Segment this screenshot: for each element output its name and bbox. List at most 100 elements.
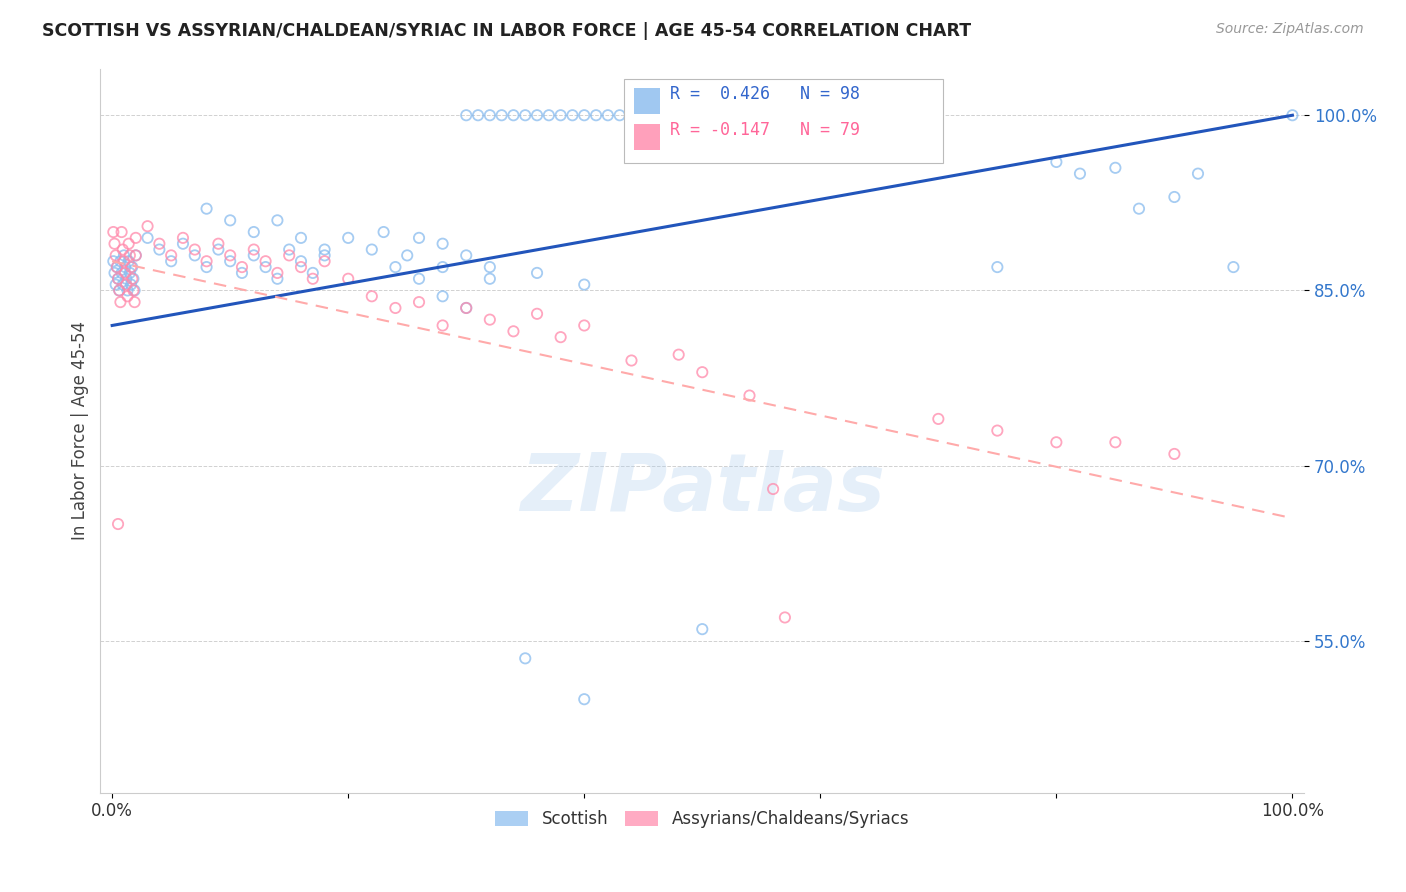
Assyrians/Chaldeans/Syriacs xyxy=(117,289,139,303)
Assyrians/Chaldeans/Syriacs xyxy=(118,236,141,251)
Scottish xyxy=(384,260,406,274)
Assyrians/Chaldeans/Syriacs xyxy=(432,318,454,333)
Scottish xyxy=(195,260,218,274)
Assyrians/Chaldeans/Syriacs xyxy=(1104,435,1126,450)
Scottish xyxy=(122,272,145,286)
Scottish xyxy=(254,260,277,274)
Scottish xyxy=(526,266,548,280)
Scottish xyxy=(118,254,141,268)
Assyrians/Chaldeans/Syriacs xyxy=(111,243,134,257)
Scottish xyxy=(408,272,430,286)
Assyrians/Chaldeans/Syriacs xyxy=(502,324,524,338)
Scottish xyxy=(467,108,489,122)
Scottish xyxy=(125,248,148,262)
Scottish xyxy=(337,231,360,245)
Assyrians/Chaldeans/Syriacs xyxy=(526,307,548,321)
Assyrians/Chaldeans/Syriacs xyxy=(110,295,132,310)
Assyrians/Chaldeans/Syriacs xyxy=(314,254,336,268)
Assyrians/Chaldeans/Syriacs xyxy=(195,254,218,268)
Scottish xyxy=(231,266,253,280)
Scottish xyxy=(502,108,524,122)
Assyrians/Chaldeans/Syriacs xyxy=(107,272,129,286)
Scottish xyxy=(456,108,478,122)
Assyrians/Chaldeans/Syriacs xyxy=(108,284,131,298)
Scottish xyxy=(1163,190,1185,204)
Scottish xyxy=(120,277,142,292)
Assyrians/Chaldeans/Syriacs xyxy=(207,236,229,251)
Scottish xyxy=(373,225,395,239)
Assyrians/Chaldeans/Syriacs xyxy=(738,388,761,402)
Scottish xyxy=(117,284,139,298)
Scottish xyxy=(114,260,136,274)
Y-axis label: In Labor Force | Age 45-54: In Labor Force | Age 45-54 xyxy=(72,321,89,540)
Scottish xyxy=(478,260,501,274)
Assyrians/Chaldeans/Syriacs xyxy=(927,412,949,426)
Scottish xyxy=(1222,260,1244,274)
Scottish xyxy=(1187,167,1209,181)
Scottish xyxy=(266,213,288,227)
Assyrians/Chaldeans/Syriacs xyxy=(136,219,159,234)
Scottish xyxy=(103,254,125,268)
Assyrians/Chaldeans/Syriacs xyxy=(266,266,288,280)
Scottish xyxy=(515,651,537,665)
Scottish xyxy=(121,260,143,274)
Assyrians/Chaldeans/Syriacs xyxy=(301,272,323,286)
Text: ZIPatlas: ZIPatlas xyxy=(520,450,884,527)
Assyrians/Chaldeans/Syriacs xyxy=(478,312,501,326)
Assyrians/Chaldeans/Syriacs xyxy=(408,295,430,310)
Scottish xyxy=(561,108,583,122)
Scottish xyxy=(396,248,419,262)
FancyBboxPatch shape xyxy=(624,79,943,162)
Scottish xyxy=(184,248,207,262)
Assyrians/Chaldeans/Syriacs xyxy=(219,248,242,262)
Scottish xyxy=(690,622,713,636)
Scottish xyxy=(714,108,737,122)
Scottish xyxy=(456,248,478,262)
Scottish xyxy=(110,266,132,280)
Scottish xyxy=(690,108,713,122)
Scottish xyxy=(478,108,501,122)
Assyrians/Chaldeans/Syriacs xyxy=(278,248,301,262)
Scottish xyxy=(115,272,138,286)
Scottish xyxy=(124,284,146,298)
Scottish xyxy=(703,108,725,122)
Scottish xyxy=(620,108,643,122)
Assyrians/Chaldeans/Syriacs xyxy=(110,225,132,239)
Scottish xyxy=(1128,202,1150,216)
Assyrians/Chaldeans/Syriacs xyxy=(384,301,406,315)
Scottish xyxy=(408,231,430,245)
Assyrians/Chaldeans/Syriacs xyxy=(773,610,796,624)
Scottish xyxy=(136,231,159,245)
Scottish xyxy=(526,108,548,122)
Scottish xyxy=(243,225,266,239)
Scottish xyxy=(574,108,596,122)
Scottish xyxy=(112,248,135,262)
Scottish xyxy=(104,277,127,292)
Scottish xyxy=(195,202,218,216)
Assyrians/Chaldeans/Syriacs xyxy=(574,318,596,333)
Scottish xyxy=(574,277,596,292)
Scottish xyxy=(219,254,242,268)
Scottish xyxy=(110,254,132,268)
Scottish xyxy=(207,243,229,257)
Scottish xyxy=(290,254,312,268)
Scottish xyxy=(609,108,631,122)
Scottish xyxy=(301,266,323,280)
Scottish xyxy=(986,260,1008,274)
Assyrians/Chaldeans/Syriacs xyxy=(231,260,253,274)
Text: R = -0.147   N = 79: R = -0.147 N = 79 xyxy=(669,121,860,139)
Scottish xyxy=(1281,108,1303,122)
Scottish xyxy=(172,236,194,251)
Scottish xyxy=(679,108,702,122)
Scottish xyxy=(290,231,312,245)
Scottish xyxy=(432,236,454,251)
Scottish xyxy=(278,243,301,257)
Text: R =  0.426   N = 98: R = 0.426 N = 98 xyxy=(669,85,860,103)
Assyrians/Chaldeans/Syriacs xyxy=(1163,447,1185,461)
Assyrians/Chaldeans/Syriacs xyxy=(762,482,785,496)
Assyrians/Chaldeans/Syriacs xyxy=(550,330,572,344)
Assyrians/Chaldeans/Syriacs xyxy=(103,225,125,239)
Scottish xyxy=(456,301,478,315)
Scottish xyxy=(160,254,183,268)
Scottish xyxy=(1069,167,1091,181)
